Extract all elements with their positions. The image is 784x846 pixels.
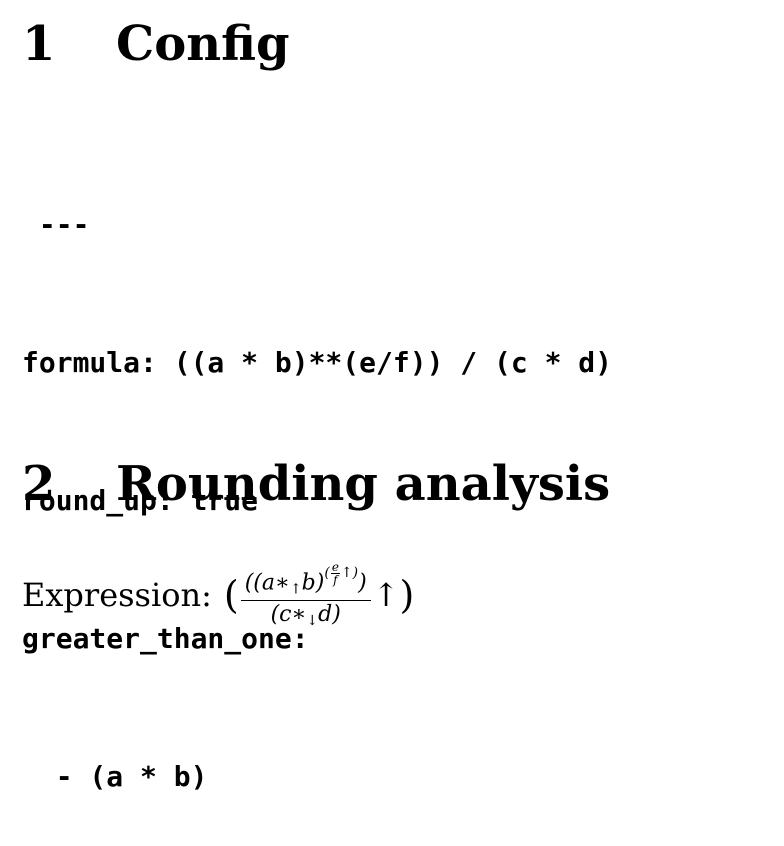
open-paren: ( bbox=[223, 573, 239, 617]
down-arrow-icon: ↓ bbox=[306, 612, 319, 629]
numerator-suffix: ) bbox=[358, 570, 367, 596]
fraction-numerator: ((a∗↑b)(e f ↑)) bbox=[240, 561, 371, 601]
fraction-denominator: (c∗↓d) bbox=[267, 601, 345, 629]
exponent: (e f ↑) bbox=[324, 561, 359, 586]
code-line: formula: ((a * b)**(e/f)) / (c * d) bbox=[22, 346, 613, 379]
code-line: - (a * b) bbox=[22, 760, 208, 793]
exponent-close: ) bbox=[352, 565, 359, 582]
section-number: 1 bbox=[22, 16, 56, 72]
section-title: Config bbox=[116, 16, 290, 72]
exponent-denominator: f bbox=[333, 572, 338, 587]
up-arrow-icon: ↑ bbox=[289, 581, 302, 598]
section-heading-rounding-analysis: 2 Rounding analysis bbox=[22, 460, 610, 508]
code-line: --- bbox=[22, 208, 90, 241]
up-arrow-icon: ↑ bbox=[340, 565, 353, 582]
up-arrow-icon: ↑ bbox=[372, 576, 400, 614]
denominator-prefix: (c∗ bbox=[270, 601, 307, 627]
numerator-prefix: ((a∗ bbox=[244, 570, 290, 596]
denominator-suffix: d) bbox=[318, 601, 341, 627]
exponent-open: ( bbox=[324, 565, 330, 582]
expression-label: Expression: bbox=[22, 576, 212, 614]
code-line: round_up: true bbox=[22, 484, 259, 517]
numerator-b: b) bbox=[301, 570, 325, 596]
section-number: 2 bbox=[22, 456, 56, 512]
expression-line: Expression: ( ((a∗↑b)(e f ↑)) (c∗↓d) ↑ ) bbox=[22, 555, 414, 635]
section-heading-config: 1 Config bbox=[22, 20, 290, 68]
exponent-numerator: e bbox=[330, 559, 340, 574]
close-paren: ) bbox=[399, 573, 415, 617]
expression-fraction: ((a∗↑b)(e f ↑)) (c∗↓d) bbox=[240, 561, 371, 629]
section-title: Rounding analysis bbox=[116, 456, 611, 512]
